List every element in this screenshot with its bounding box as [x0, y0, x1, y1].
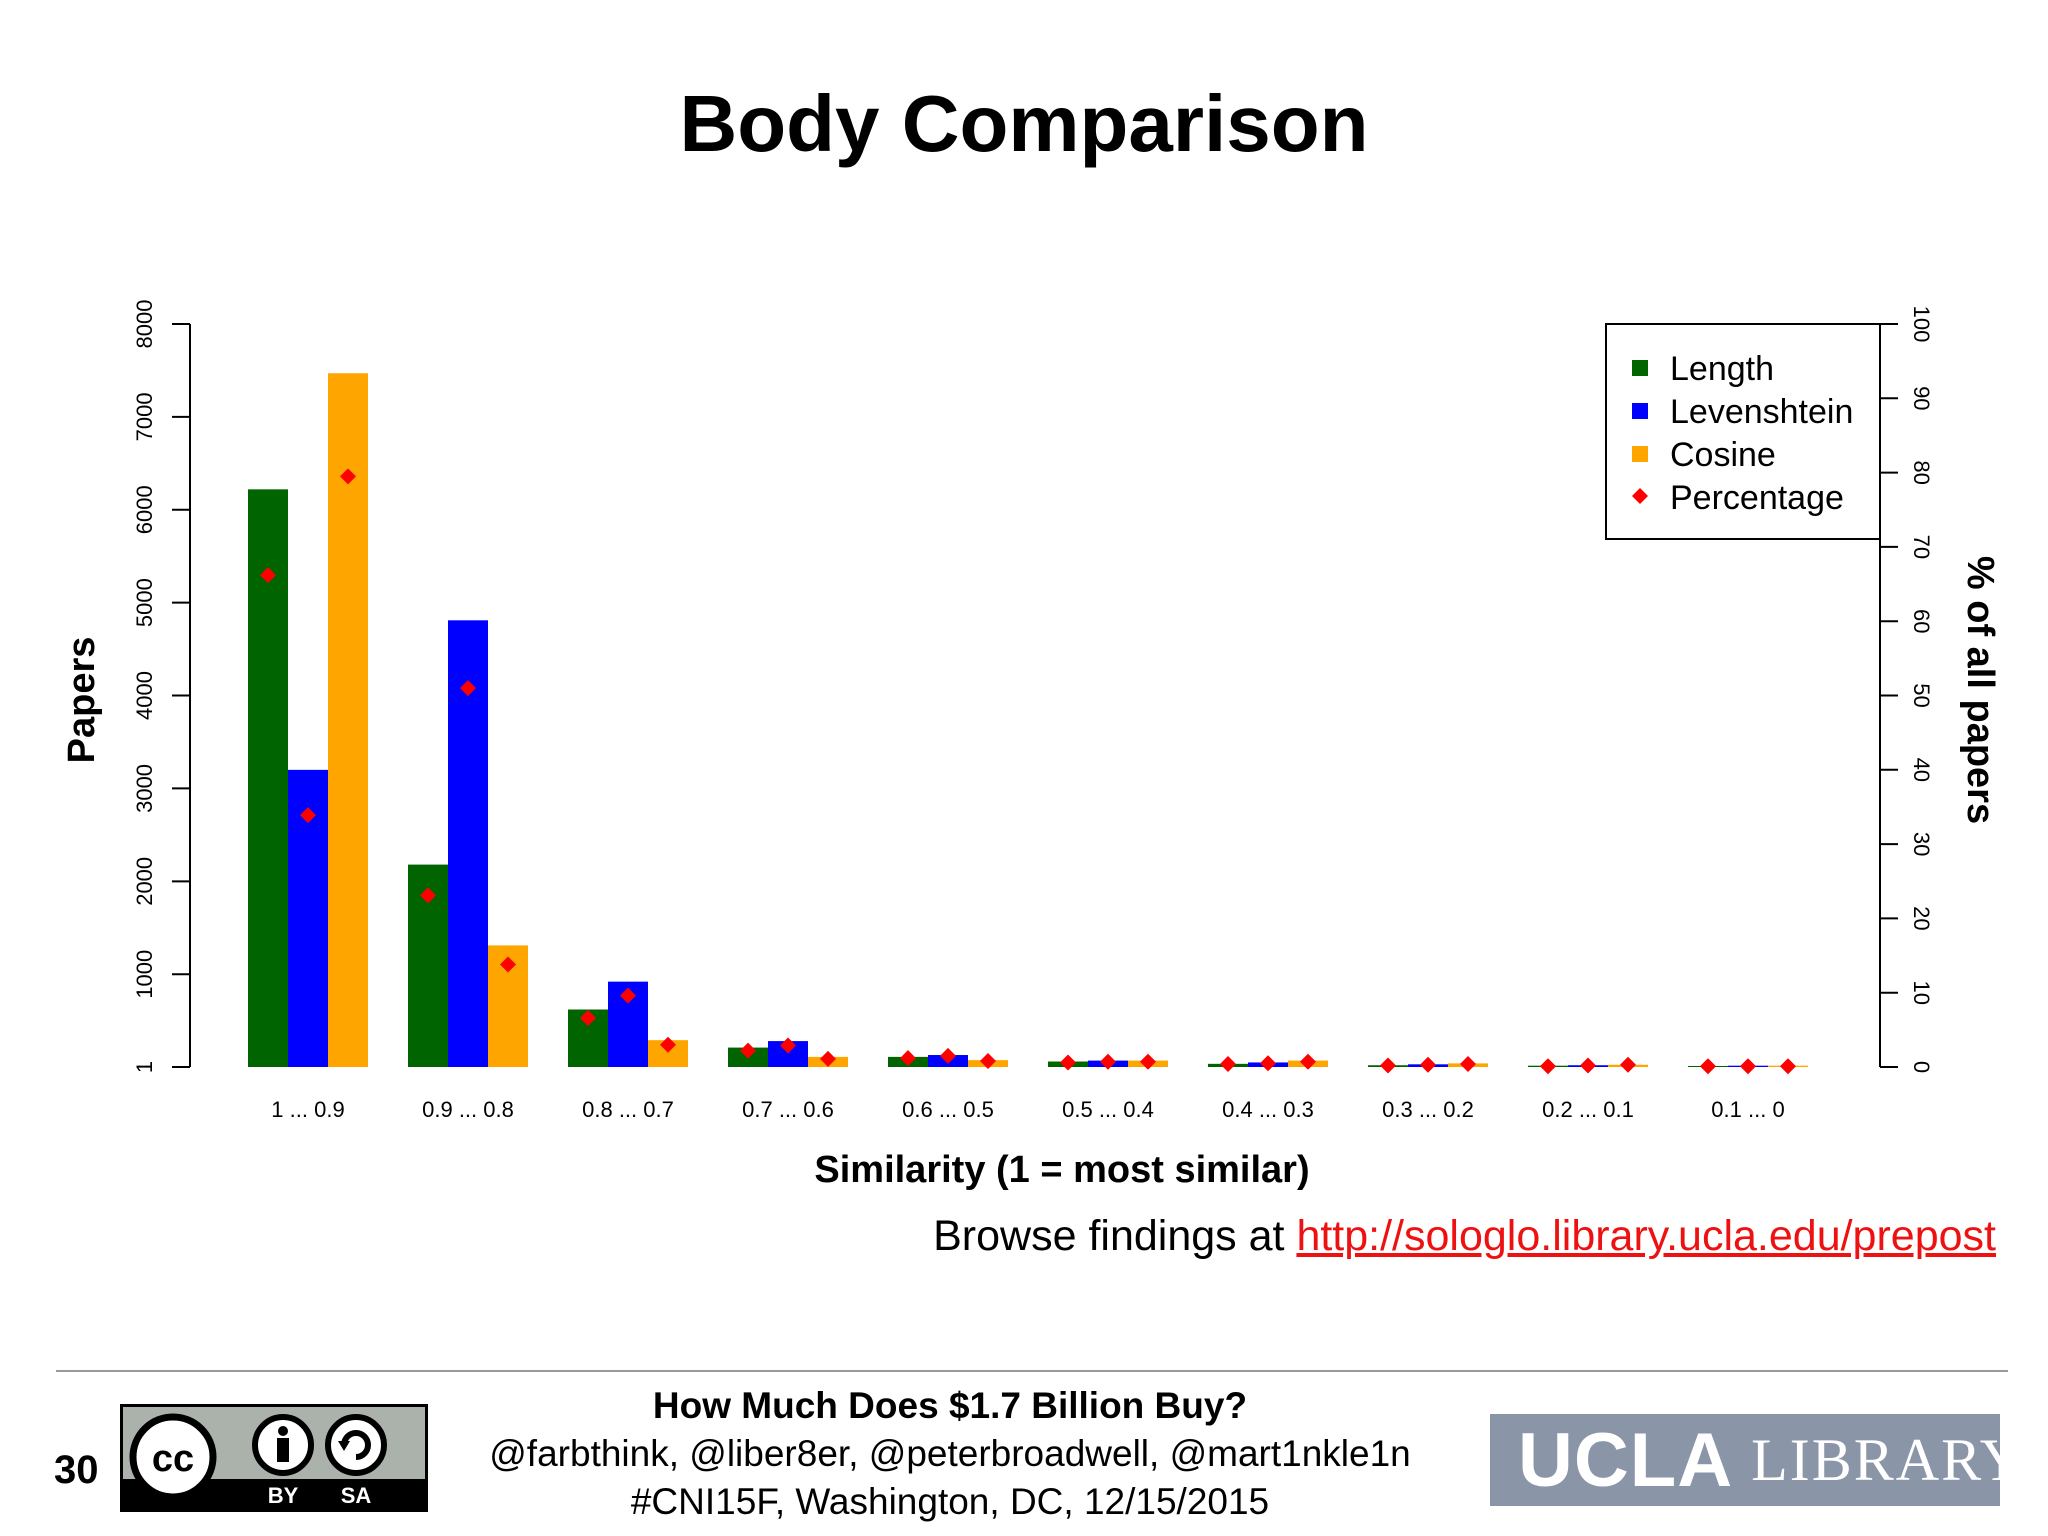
- percentage-marker: [1620, 1057, 1636, 1073]
- y-tick-label: 6000: [132, 485, 157, 534]
- attribution-icon: [255, 1417, 311, 1473]
- legend-label-levenshtein: Levenshtein: [1670, 393, 1853, 431]
- x-tick-label: 0.9 ... 0.8: [422, 1097, 514, 1122]
- percentage-marker: [1380, 1058, 1396, 1074]
- cc-by-label: BY: [268, 1483, 299, 1508]
- logo-ucla-text: UCLA: [1518, 1417, 1733, 1504]
- y2-tick-label: 50: [1909, 683, 1934, 707]
- y2-tick-label: 100: [1909, 306, 1934, 343]
- footer-authors: @farbthink, @liber8er, @peterbroadwell, …: [440, 1430, 1460, 1478]
- y2-tick-label: 20: [1909, 906, 1934, 930]
- legend-label-length: Length: [1670, 350, 1774, 388]
- y-axis-title: Papers: [61, 637, 103, 764]
- percentage-marker: [1580, 1058, 1596, 1074]
- footer-divider: [56, 1370, 2008, 1372]
- y-axis: 1 1000 2000 3000 4000 5000 6000 7000 8000: [132, 300, 190, 1074]
- y2-tick-label: 90: [1909, 386, 1934, 410]
- percentage-marker: [1060, 1055, 1076, 1071]
- browse-link[interactable]: http://sologlo.library.ucla.edu/prepost: [1296, 1212, 1996, 1260]
- y2-tick-label: 40: [1909, 758, 1934, 782]
- percentage-marker: [1300, 1054, 1316, 1070]
- cc-icon-text: cc: [152, 1438, 194, 1480]
- cc-sa-label: SA: [341, 1483, 372, 1508]
- percentage-marker: [1740, 1058, 1756, 1074]
- percentage-marker: [1220, 1056, 1236, 1072]
- x-tick-label: 0.5 ... 0.4: [1062, 1097, 1154, 1122]
- y-tick-label: 3000: [132, 764, 157, 813]
- browse-findings-line: Browse findings at http://sologlo.librar…: [933, 1212, 1996, 1261]
- legend: Length Levenshtein Cosine Percentage: [1606, 324, 1880, 539]
- footer-title: How Much Does $1.7 Billion Buy?: [440, 1382, 1460, 1430]
- x-tick-label: 0.7 ... 0.6: [742, 1097, 834, 1122]
- cc-by-sa-badge: cc BY SA: [120, 1404, 428, 1512]
- y-tick-label: 4000: [132, 671, 157, 720]
- y-tick-label: 5000: [132, 578, 157, 627]
- legend-label-cosine: Cosine: [1670, 436, 1776, 474]
- y2-tick-label: 0: [1909, 1061, 1934, 1073]
- percentage-marker: [1540, 1058, 1556, 1074]
- y2-tick-label: 60: [1909, 609, 1934, 633]
- y2-tick-label: 80: [1909, 460, 1934, 484]
- percentage-marker: [1460, 1056, 1476, 1072]
- y-tick-label: 2000: [132, 857, 157, 906]
- ucla-library-logo: UCLA LIBRARY: [1490, 1414, 2000, 1506]
- y2-tick-label: 30: [1909, 832, 1934, 856]
- x-tick-label: 0.8 ... 0.7: [582, 1097, 674, 1122]
- footer-event: #CNI15F, Washington, DC, 12/15/2015: [440, 1478, 1460, 1526]
- cc-icon: cc: [133, 1417, 213, 1497]
- percentage-marker: [1420, 1057, 1436, 1073]
- x-tick-label: 0.4 ... 0.3: [1222, 1097, 1314, 1122]
- percentage-marker: [1140, 1054, 1156, 1070]
- y-tick-label: 8000: [132, 300, 157, 349]
- percentage-marker: [1700, 1058, 1716, 1074]
- percentage-marker: [1260, 1055, 1276, 1071]
- legend-swatch-length: [1632, 360, 1648, 376]
- percentage-marker: [1100, 1054, 1116, 1070]
- x-tick-label: 0.1 ... 0: [1711, 1097, 1784, 1122]
- legend-swatch-cosine: [1632, 446, 1648, 462]
- y-tick-label: 1000: [132, 950, 157, 999]
- y2-axis: 0 10 20 30 40 50 60 70 80 90 100: [1880, 306, 1934, 1073]
- y-tick-label: 1: [132, 1061, 157, 1073]
- y2-tick-label: 10: [1909, 980, 1934, 1004]
- x-axis-title: Similarity (1 = most similar): [814, 1149, 1309, 1191]
- percentage-marker: [1780, 1058, 1796, 1074]
- y2-axis-title: % of all papers: [1959, 556, 2001, 824]
- y2-tick-label: 70: [1909, 535, 1934, 559]
- x-tick-label: 0.6 ... 0.5: [902, 1097, 994, 1122]
- x-tick-label: 1 ... 0.9: [271, 1097, 344, 1122]
- x-tick-label: 0.3 ... 0.2: [1382, 1097, 1474, 1122]
- legend-label-percentage: Percentage: [1670, 479, 1844, 517]
- y-tick-label: 7000: [132, 392, 157, 441]
- x-axis-tick-labels: 1 ... 0.9 0.9 ... 0.8 0.8 ... 0.7 0.7 ... 0…: [271, 1097, 1784, 1122]
- slide-number: 30: [54, 1448, 99, 1493]
- logo-library-text: LIBRARY: [1751, 1426, 2025, 1495]
- share-alike-icon: [328, 1417, 384, 1473]
- browse-prefix: Browse findings at: [933, 1212, 1284, 1260]
- bars: [248, 373, 1808, 1067]
- footer-text: How Much Does $1.7 Billion Buy? @farbthi…: [440, 1382, 1460, 1526]
- legend-swatch-levenshtein: [1632, 403, 1648, 419]
- x-tick-label: 0.2 ... 0.1: [1542, 1097, 1634, 1122]
